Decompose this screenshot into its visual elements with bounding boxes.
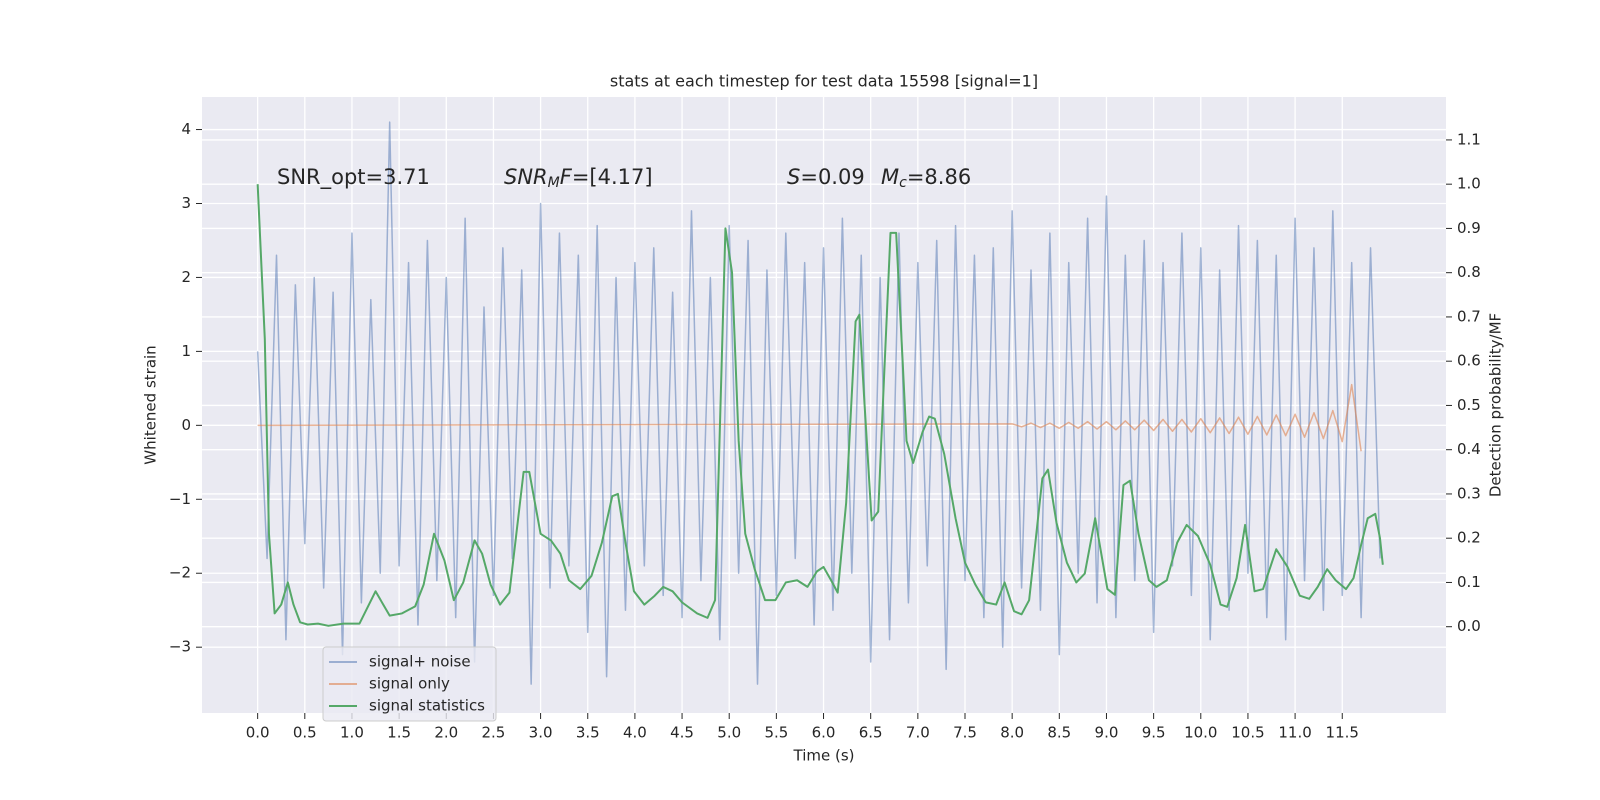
annotation: S=0.09 [787,165,865,189]
annotations: SNR_opt=3.71 SNRMF=[4.17] S=0.09 Mc=8.86 [277,165,971,191]
y-tick-label: 3 [181,194,191,212]
series-line [256,121,1381,685]
y-tick-label: −1 [169,490,191,508]
legend: signal+ noise signal only signal statistic… [322,646,497,722]
x-tick-label: 7.5 [953,724,977,742]
y2-tick-label: 1.1 [1457,130,1481,148]
x-tick-label: 4.0 [623,724,647,742]
x-tick-label: 0.0 [246,724,270,742]
x-tick-label: 2.5 [482,724,506,742]
x-tick-label: 3.5 [576,724,600,742]
legend-label: signal only [369,675,450,693]
annotation-part: =[4.17] [572,165,653,189]
y2-tick-label: 0.2 [1457,529,1481,547]
x-axis-label: Time (s) [793,747,855,765]
annotation-part: =0.09 [800,165,864,189]
x-tick-label: 9.0 [1095,724,1119,742]
y2-tick-label: 0.4 [1457,440,1481,458]
y-tick-label: −3 [169,638,191,656]
series-line [256,184,1384,627]
marks [256,121,1384,685]
legend-label: signal+ noise [369,653,471,671]
x-tick-label: 3.0 [529,724,553,742]
annotation-part: F [560,165,573,189]
y2-tick-label: 0.5 [1457,396,1481,414]
y-tick-label: 4 [181,120,191,138]
x-tick-label: 1.0 [340,724,364,742]
annotation: SNRMF=[4.17] [504,165,653,191]
x-tick-label: 10.0 [1184,724,1217,742]
x-tick-label: 9.5 [1142,724,1166,742]
y2-tick-label: 0.1 [1457,573,1481,591]
x-tick-label: 0.5 [293,724,317,742]
y2-tick-label: 0.8 [1457,263,1481,281]
annotation-part: c [899,175,907,191]
legend-label: signal statistics [369,697,485,715]
annotation-part: S [787,165,800,189]
y2-tick-label: 0.6 [1457,352,1481,370]
y-axis-label: Whitened strain [142,345,160,464]
x-tick-label: 1.5 [387,724,411,742]
legend-box [322,646,497,722]
y2-tick-label: 0.7 [1457,307,1481,325]
x-tick-label: 8.0 [1000,724,1024,742]
chart-title: stats at each timestep for test data 155… [610,72,1038,91]
x-tick-label: 2.0 [434,724,458,742]
x-tick-label: 11.0 [1278,724,1311,742]
y2-tick-label: 0.9 [1457,219,1481,237]
x-tick-label: 5.5 [764,724,788,742]
x-tick-label: 6.5 [859,724,883,742]
y-tick-label: 1 [181,342,191,360]
annotation-part: SNR_opt=3.71 [277,165,430,190]
x-tick-label: 8.5 [1047,724,1071,742]
x-tick-label: 10.5 [1231,724,1264,742]
annotation-part: M [881,165,899,189]
y-tick-label: 0 [181,416,191,434]
y-tick-label: 2 [181,268,191,286]
annotation-part: SNR [504,165,548,189]
y2-axis-label: Detection probability/MF [1487,313,1505,497]
x-tick-label: 7.0 [906,724,930,742]
y2-tick-label: 1.0 [1457,175,1481,193]
annotation-part: =8.86 [907,165,971,189]
annotation-part: M [548,175,560,191]
series-line [257,383,1362,452]
x-tick-label: 6.0 [812,724,836,742]
x-tick-label: 11.5 [1326,724,1359,742]
x-tick-label: 5.0 [717,724,741,742]
annotation: SNR_opt=3.71 [277,165,430,190]
y2-tick-label: 0.3 [1457,484,1481,502]
y2-tick-label: 0.0 [1457,617,1481,635]
y-tick-label: −2 [169,564,191,582]
x-tick-label: 4.5 [670,724,694,742]
annotation: Mc=8.86 [881,165,971,191]
